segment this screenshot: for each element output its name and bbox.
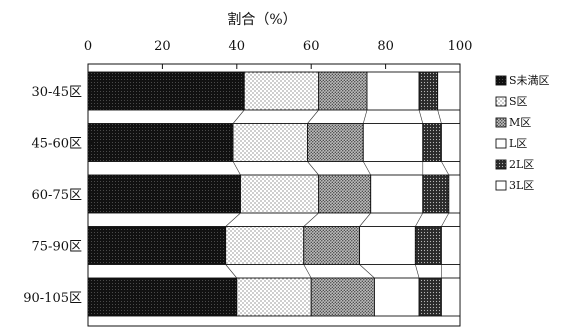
- connector-line: [441, 161, 450, 176]
- bar-segment: [87, 277, 238, 317]
- connector-line: [415, 264, 420, 279]
- x-tick-label: 0: [84, 39, 92, 54]
- connector-line: [303, 264, 312, 279]
- category-axis: 30-45区 45-60区 60-75区 75-90区 90-105区: [23, 85, 93, 306]
- legend-label: M区: [509, 116, 531, 129]
- bar-segment: [318, 174, 372, 214]
- x-tick-label: 40: [229, 39, 246, 54]
- category-label: 75-90区: [32, 240, 82, 255]
- connector-line: [307, 109, 319, 124]
- bar-segment: [440, 277, 461, 317]
- category-label: 60-75区: [32, 188, 82, 203]
- connector-line: [362, 109, 368, 124]
- bar-segment: [422, 123, 442, 162]
- category-label: 30-45区: [32, 85, 82, 100]
- bar-segment: [303, 226, 361, 265]
- chart-title: 割合（%）: [227, 11, 296, 28]
- bar-segment: [232, 123, 308, 162]
- bar-segment: [422, 174, 450, 214]
- connector-line: [437, 109, 442, 124]
- plot-area: [87, 63, 461, 327]
- legend: S未満区 S区 M区 L区 2L区 3L区: [495, 74, 550, 192]
- bar-segment: [418, 277, 442, 317]
- legend-label: S区: [509, 95, 528, 108]
- bar-segment: [225, 226, 305, 265]
- connector-line: [359, 212, 371, 227]
- x-tick-label: 60: [303, 39, 320, 54]
- connector-line: [441, 212, 450, 227]
- legend-swatch: [495, 96, 507, 107]
- bar-segment: [362, 123, 424, 162]
- bar-segment: [240, 174, 320, 214]
- legend-swatch: [495, 138, 507, 149]
- bar-segment: [318, 71, 368, 111]
- bar-segment: [87, 174, 241, 214]
- connector-line: [307, 161, 319, 176]
- category-label: 45-60区: [32, 137, 82, 152]
- connector-line: [415, 212, 424, 227]
- legend-swatch: [495, 75, 507, 86]
- connector-line: [225, 212, 241, 227]
- bar-segment: [366, 71, 420, 111]
- bar-segment: [414, 226, 442, 265]
- bar-segment: [440, 123, 461, 162]
- connector-line: [225, 264, 238, 279]
- legend-label: S未満区: [509, 74, 550, 87]
- bar-segment: [448, 174, 461, 214]
- bar-segment: [310, 277, 375, 317]
- x-tick-label: 100: [448, 39, 473, 54]
- bar-segment: [236, 277, 312, 317]
- legend-label: L区: [509, 137, 527, 150]
- bar-segment: [418, 71, 439, 111]
- legend-label: 2L区: [509, 158, 534, 171]
- bar-segment: [87, 71, 245, 111]
- category-label: 90-105区: [23, 291, 82, 306]
- x-tick-label: 20: [154, 39, 171, 54]
- bar-segment: [440, 226, 461, 265]
- bar-segment: [359, 226, 416, 265]
- connector-line: [232, 109, 245, 124]
- legend-swatch: [495, 117, 507, 128]
- x-tick-label: 80: [377, 39, 394, 54]
- connector-line: [363, 161, 371, 176]
- legend-swatch: [495, 180, 507, 191]
- bar-segment: [307, 123, 364, 162]
- legend-label: 3L区: [509, 179, 534, 192]
- bar-segment: [437, 71, 461, 111]
- legend-swatch: [495, 159, 507, 170]
- connector-line: [418, 109, 424, 124]
- bar-segment: [373, 277, 420, 317]
- connector-line: [232, 161, 241, 176]
- bar-segment: [370, 174, 424, 214]
- bar-segment: [87, 226, 227, 265]
- connector-line: [359, 264, 375, 279]
- connector-line: [303, 212, 319, 227]
- bar-segment: [87, 123, 234, 162]
- bar-segment: [243, 71, 320, 111]
